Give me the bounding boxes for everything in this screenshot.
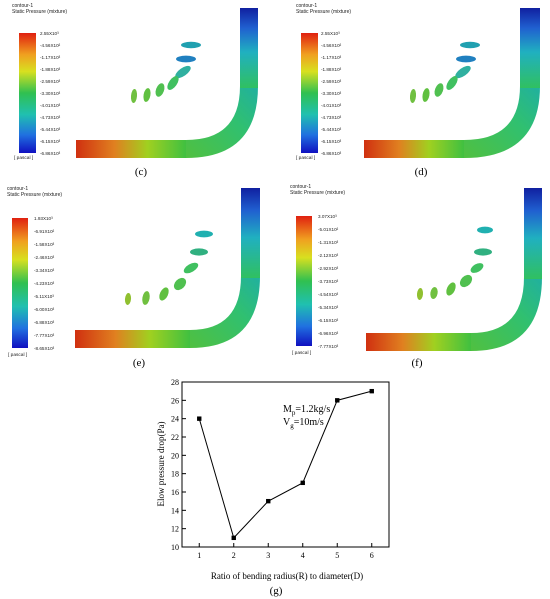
contour-title: contour-1 xyxy=(290,184,312,190)
y-tick-label: 12 xyxy=(171,525,179,534)
x-tick-label: 1 xyxy=(197,551,201,560)
y-tick-label: 28 xyxy=(171,378,179,387)
colorbar xyxy=(296,216,312,346)
x-tick-label: 6 xyxy=(370,551,374,560)
y-tick-label: 22 xyxy=(171,433,179,442)
colorbar-unit: [ pascal ] xyxy=(14,156,34,161)
pipe-contour xyxy=(366,188,542,351)
y-axis-label: Elow pressure drop(Pa) xyxy=(156,422,166,507)
y-tick-label: 10 xyxy=(171,543,179,552)
contour-subtitle: Static Pressure (mixture) xyxy=(296,9,352,15)
data-point-marker xyxy=(266,498,271,504)
data-point-marker xyxy=(231,535,236,541)
annotation-gas-velocity: Vg=10m/s xyxy=(283,417,324,430)
data-point-marker xyxy=(197,416,202,421)
contour-subtitle: Static Pressure (mixture) xyxy=(290,190,346,196)
data-point-marker xyxy=(300,480,305,486)
contour-title: contour-1 xyxy=(12,3,34,9)
colorbar-unit: [ pascal ] xyxy=(296,156,316,161)
colorbar-ticks: 2.55X10³ -4.56X10² -1.17X10³ -1.88X10³ -… xyxy=(321,31,342,156)
contour-subtitle: Static Pressure (mixture) xyxy=(12,9,68,15)
panel-caption-d: (d) xyxy=(414,166,428,178)
series-line xyxy=(198,390,372,539)
panel-caption-f: (f) xyxy=(411,357,423,369)
y-tick-label: 18 xyxy=(171,470,179,479)
contour-title: contour-1 xyxy=(7,186,29,192)
y-tick-label: 26 xyxy=(171,396,179,405)
colorbar xyxy=(301,33,318,153)
graph-caption: (g) xyxy=(270,585,283,597)
contour-panel-c: contour-1 Static Pressure (mixture) 2.55… xyxy=(0,0,275,180)
colorbar-ticks: 2.55X10³ -4.56X10² -1.17X10³ -1.88X10³ -… xyxy=(40,31,61,156)
colorbar-ticks: 3.07X10³ -5.01X10² -1.31X10³ -2.12X10³ -… xyxy=(318,214,339,349)
y-tick-label: 16 xyxy=(171,488,179,497)
pipe-contour xyxy=(76,8,258,158)
panel-caption-c: (c) xyxy=(134,166,148,178)
pipe-contour xyxy=(75,188,260,348)
contour-title: contour-1 xyxy=(296,3,318,9)
x-tick-label: 3 xyxy=(266,551,270,560)
y-tick-label: 20 xyxy=(171,451,179,460)
data-point-marker xyxy=(335,398,340,403)
colorbar xyxy=(19,33,36,153)
y-tick-label: 14 xyxy=(171,506,179,515)
data-point-marker xyxy=(369,388,374,394)
contour-panel-e: contour-1 Static Pressure (mixture) 1.93… xyxy=(0,182,275,372)
colorbar-unit: [ pascal ] xyxy=(292,351,312,356)
x-tick-label: 5 xyxy=(335,551,339,560)
contour-panel-f: contour-1 Static Pressure (mixture) 3.07… xyxy=(284,182,550,372)
x-tick-label: 4 xyxy=(301,551,305,560)
annotation-mass-flow: Mp=1.2kg/s xyxy=(283,404,330,417)
colorbar-ticks: 1.93X10³ -6.91X10² -1.58X10³ -2.46X10³ -… xyxy=(34,216,55,351)
x-tick-label: 2 xyxy=(232,551,236,560)
y-tick-label: 24 xyxy=(171,415,179,424)
panel-caption-e: (e) xyxy=(132,357,146,369)
plot-frame xyxy=(181,381,390,548)
contour-panel-d: contour-1 Static Pressure (mixture) 2.55… xyxy=(284,0,550,180)
colorbar xyxy=(12,218,28,348)
contour-subtitle: Static Pressure (mixture) xyxy=(7,192,63,198)
pipe-contour xyxy=(364,8,540,158)
x-axis-label: Ratio of bending radius(R) to diameter(D… xyxy=(211,571,363,581)
colorbar-unit: [ pascal ] xyxy=(8,353,28,358)
